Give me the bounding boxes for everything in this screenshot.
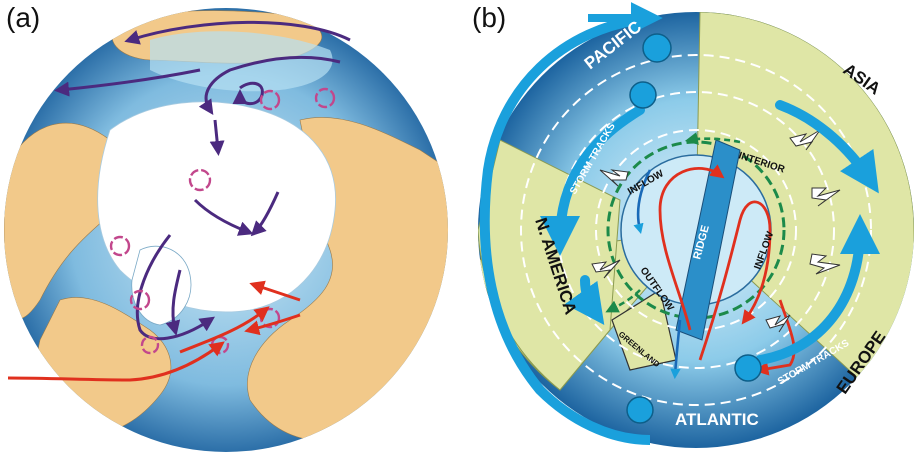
eddy-circles — [109, 87, 336, 355]
ridge-band — [675, 139, 741, 341]
blue-inner-arrows — [633, 169, 682, 380]
connector-balls — [626, 33, 762, 424]
red-loops — [658, 164, 796, 376]
inflow-arrow-6 — [599, 169, 629, 187]
purple-flow-arrows — [54, 20, 351, 341]
pacific-shelf — [150, 31, 333, 92]
panel-b-label: (b) — [472, 2, 507, 33]
land-eurasia — [247, 117, 448, 442]
inflow-arrow-2 — [811, 187, 841, 207]
inflow-arrow-3 — [809, 253, 841, 275]
red-flow-arrows — [7, 280, 301, 382]
inflow-arrow-1 — [789, 129, 821, 151]
label-atlantic: ATLANTIC — [675, 410, 759, 429]
panel-a-label: (a) — [6, 2, 41, 33]
inflow-arrow-5 — [765, 314, 791, 333]
panel-b-schematic: PACIFIC ASIA N. AMERICA EUROPE ATLANTIC … — [478, 2, 914, 448]
panel-a-map — [4, 8, 448, 452]
white-inflow-arrows — [591, 129, 841, 333]
green-arrows — [605, 132, 741, 313]
outer-track — [479, 13, 651, 445]
storm-track-arrows — [540, 100, 880, 365]
inflow-arrow-4 — [591, 259, 621, 279]
